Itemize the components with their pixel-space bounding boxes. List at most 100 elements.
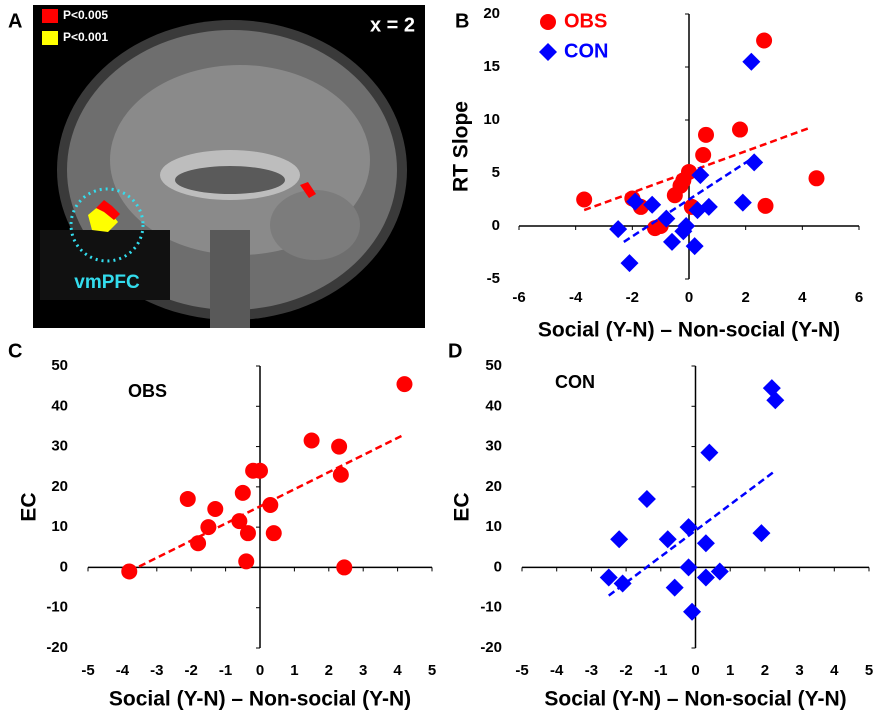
data-point <box>180 491 196 507</box>
y-tick-label: 50 <box>485 357 502 374</box>
data-point <box>396 376 412 392</box>
data-point <box>697 534 715 552</box>
data-point <box>734 194 752 212</box>
x-tick-label: 0 <box>256 662 264 679</box>
data-point <box>698 127 714 143</box>
x-tick-label: 2 <box>761 662 769 679</box>
legend-label: OBS <box>564 10 607 32</box>
panel-label: B <box>455 10 469 32</box>
region-label: vmPFC <box>74 272 140 293</box>
y-tick-label: 0 <box>492 217 500 234</box>
data-point <box>121 563 137 579</box>
x-axis-title: Social (Y-N) – Non-social (Y-N) <box>109 688 411 711</box>
data-point <box>745 153 763 171</box>
legend-label: CON <box>564 40 608 62</box>
x-tick-label: -1 <box>654 662 667 679</box>
data-point <box>207 501 223 517</box>
x-tick-label: 1 <box>290 662 298 679</box>
y-tick-label: 50 <box>51 357 68 374</box>
x-tick-label: 2 <box>741 289 749 306</box>
data-point <box>200 519 216 535</box>
data-point <box>262 497 278 513</box>
legend-label: P<0.001 <box>63 30 108 44</box>
x-tick-label: -3 <box>585 662 598 679</box>
data-point <box>252 463 268 479</box>
x-tick-label: -5 <box>81 662 94 679</box>
x-tick-label: 5 <box>865 662 873 679</box>
y-tick-label: 40 <box>485 397 502 414</box>
cerebellum <box>270 190 360 260</box>
y-tick-label: -20 <box>46 639 68 656</box>
x-axis-title: Social (Y-N) – Non-social (Y-N) <box>538 319 840 342</box>
x-tick-label: -1 <box>219 662 232 679</box>
legend-label: P<0.005 <box>63 8 108 22</box>
x-tick-label: 3 <box>795 662 803 679</box>
x-tick-label: 6 <box>855 289 863 306</box>
x-tick-label: 4 <box>830 662 839 679</box>
x-tick-label: 0 <box>691 662 699 679</box>
brain-panel: A vmPFC x = 2 P<0.005 P<0.001 <box>8 5 425 328</box>
y-tick-label: 10 <box>51 518 68 535</box>
x-tick-label: -5 <box>515 662 528 679</box>
x-tick-label: -2 <box>619 662 632 679</box>
data-point <box>238 553 254 569</box>
y-tick-label: 0 <box>60 558 68 575</box>
y-tick-label: 15 <box>483 58 500 75</box>
x-tick-label: -4 <box>116 662 130 679</box>
x-tick-label: -6 <box>512 289 525 306</box>
y-tick-label: -10 <box>480 599 502 616</box>
data-point <box>610 530 628 548</box>
panel-label: A <box>8 10 22 32</box>
panel-label: D <box>448 340 462 362</box>
x-tick-label: -2 <box>185 662 198 679</box>
data-point <box>621 254 639 272</box>
x-tick-label: -4 <box>569 289 583 306</box>
data-point <box>333 467 349 483</box>
data-point <box>266 525 282 541</box>
data-point <box>742 53 760 71</box>
x-tick-label: 3 <box>359 662 367 679</box>
data-point <box>758 198 774 214</box>
y-axis-title: EC <box>18 492 41 521</box>
x-axis-title: Social (Y-N) – Non-social (Y-N) <box>544 688 846 711</box>
y-tick-label: 40 <box>51 397 68 414</box>
y-tick-label: 20 <box>483 5 500 22</box>
legend-marker <box>539 43 557 61</box>
slice-label: x = 2 <box>370 14 415 36</box>
data-point <box>235 485 251 501</box>
panel-label: C <box>8 340 22 362</box>
data-point <box>336 559 352 575</box>
data-point <box>752 524 770 542</box>
x-tick-label: 2 <box>325 662 333 679</box>
figure: A vmPFC x = 2 P<0.005P<0.001 B-6-4-20246… <box>0 0 877 714</box>
y-tick-label: 10 <box>485 518 502 535</box>
legend-swatch <box>42 9 58 23</box>
legend-marker <box>540 14 556 30</box>
y-tick-label: 30 <box>51 438 68 455</box>
series-label: CON <box>555 372 595 392</box>
x-tick-label: 4 <box>798 289 807 306</box>
y-tick-label: 5 <box>492 164 500 181</box>
y-axis-title: EC <box>451 492 474 521</box>
y-tick-label: 30 <box>485 438 502 455</box>
y-tick-label: 20 <box>51 478 68 495</box>
data-point <box>666 579 684 597</box>
data-point <box>756 33 772 49</box>
data-point <box>304 433 320 449</box>
x-tick-label: -2 <box>626 289 639 306</box>
trend-line <box>609 471 776 596</box>
data-point <box>683 603 701 621</box>
x-tick-label: -3 <box>150 662 163 679</box>
x-tick-label: 1 <box>726 662 734 679</box>
y-tick-label: -5 <box>487 270 500 287</box>
data-point <box>331 439 347 455</box>
data-point <box>732 122 748 138</box>
x-tick-label: -4 <box>550 662 564 679</box>
legend-swatch <box>42 31 58 45</box>
x-tick-label: 0 <box>685 289 693 306</box>
x-tick-label: 4 <box>393 662 402 679</box>
data-point <box>700 444 718 462</box>
ventricle <box>175 166 285 194</box>
data-point <box>695 147 711 163</box>
brainstem <box>210 230 250 328</box>
